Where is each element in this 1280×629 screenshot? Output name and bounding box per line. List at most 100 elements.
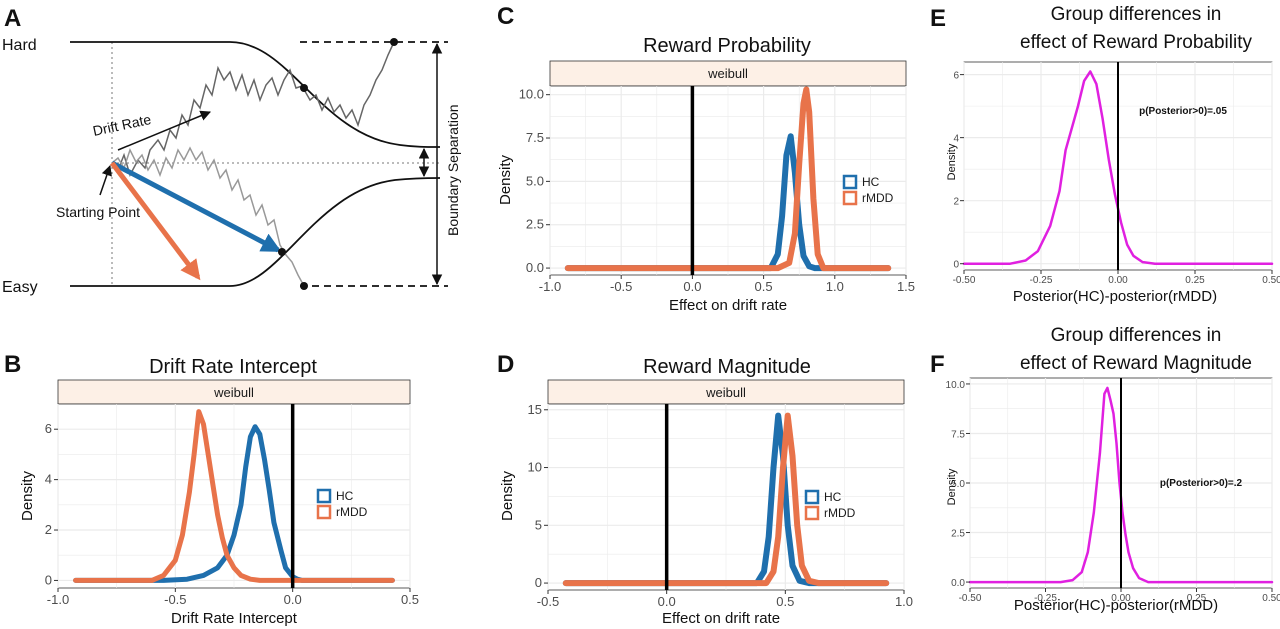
- y-tick-label: 4: [953, 134, 959, 145]
- chart-reward-probability: Reward Probability weibull -1.0 -0.5 0.0 0.…: [497, 35, 915, 314]
- y-tick-label: 6: [953, 71, 959, 82]
- series-line-rmdd: [564, 86, 892, 272]
- y-tick-label: 15: [528, 402, 542, 417]
- y-tick-label: 5.0: [951, 479, 965, 490]
- y-tick-label: 2.5: [526, 217, 544, 232]
- series-marks: [562, 404, 890, 590]
- x-tick-label: -1.0: [539, 279, 561, 294]
- posterior-annotation: p(Posterior>0)=.05: [1139, 106, 1227, 117]
- legend: HC rMDD: [842, 174, 894, 206]
- chart-title-line-1: Group differences in: [1051, 4, 1222, 25]
- x-tick-label: 0.50: [1262, 275, 1280, 286]
- y-tick-label: 2: [45, 522, 52, 537]
- y-axis-label: Density: [946, 143, 958, 180]
- hard-label: Hard: [2, 37, 37, 54]
- drift-rate-label: Drift Rate: [91, 111, 152, 139]
- drift-arrow-orange: [110, 161, 201, 281]
- y-tick-label: 10: [528, 460, 542, 475]
- facet-strip-label: weibull: [213, 385, 254, 400]
- x-tick-label: 0.00: [1108, 275, 1128, 286]
- easy-curve-hit-point: [278, 248, 286, 256]
- x-axis-label: Effect on drift rate: [669, 297, 787, 314]
- x-tick-label: 0.25: [1187, 593, 1207, 604]
- x-tick-label: -0.5: [537, 594, 559, 609]
- boundary-separation-label: Boundary Separation: [445, 104, 461, 236]
- legend-label-rmdd: rMDD: [824, 506, 856, 520]
- y-axis-label: Density: [19, 470, 36, 521]
- series-line-rmdd: [73, 409, 395, 583]
- y-tick-label: 10.0: [519, 87, 544, 102]
- x-axis: -0.5 0.0 0.5 1.0: [537, 590, 913, 609]
- drift-arrow-blue: [110, 160, 282, 253]
- x-axis: -0.50 -0.25 0.00 0.25 0.50: [953, 270, 1280, 286]
- easy-boundary-hit-point: [300, 282, 308, 290]
- hard-boundary-curve: [70, 41, 441, 148]
- y-axis: 0 2 4 6: [953, 71, 964, 271]
- panel-letter-b: B: [4, 351, 21, 378]
- x-axis-label: Effect on drift rate: [662, 610, 780, 627]
- y-tick-label: 0: [535, 575, 542, 590]
- x-axis-label: Posterior(HC)-posterior(rMDD): [1013, 288, 1217, 305]
- series-line-difference: [962, 70, 1274, 265]
- drift-rate-arrow: [117, 110, 211, 151]
- series-marks: [968, 378, 1274, 588]
- x-axis-label: Posterior(HC)-posterior(rMDD): [1014, 597, 1218, 614]
- panel-letter-d: D: [497, 351, 514, 378]
- series-marks: [564, 86, 892, 275]
- y-tick-label: 0.0: [951, 578, 965, 589]
- legend-label-rmdd: rMDD: [862, 191, 894, 205]
- series-line-hc: [562, 412, 890, 587]
- series-marks: [962, 62, 1274, 270]
- y-tick-label: 10.0: [946, 380, 966, 391]
- legend-swatch-rmdd: [316, 504, 332, 520]
- panel-letter-e: E: [930, 5, 946, 32]
- easy-boundary-curve: [70, 177, 441, 287]
- x-tick-label: -0.50: [953, 275, 976, 286]
- y-axis: 0.0 2.5 5.0 7.5 10.0: [946, 380, 970, 589]
- x-tick-label: 1.0: [826, 279, 844, 294]
- y-tick-label: 0: [45, 572, 52, 587]
- x-tick-label: 0.0: [284, 592, 302, 607]
- y-axis-label: Density: [946, 468, 958, 505]
- chart-reward-magnitude: Reward Magnitude weibull -0.5 0.0 0.5 1.0 0…: [499, 356, 913, 627]
- y-tick-label: 5.0: [526, 173, 544, 188]
- chart-drift-rate-intercept: Drift Rate Intercept weibull -1.0 -0.5 0.0…: [19, 356, 419, 627]
- x-tick-label: -0.25: [1030, 275, 1053, 286]
- hard-boundary-hit-point: [390, 38, 398, 46]
- facet-strip-label: weibull: [707, 66, 748, 81]
- x-tick-label: 1.0: [895, 594, 913, 609]
- legend-label-hc: HC: [824, 490, 842, 504]
- panel-letter-f: F: [930, 351, 945, 378]
- x-axis-label: Drift Rate Intercept: [171, 610, 298, 627]
- x-axis: -0.50 -0.25 0.00 0.25 0.50: [959, 588, 1280, 604]
- chart-title: Drift Rate Intercept: [149, 356, 317, 378]
- x-tick-label: 0.25: [1185, 275, 1205, 286]
- x-tick-label: -0.25: [1034, 593, 1057, 604]
- x-tick-label: 0.50: [1262, 593, 1280, 604]
- series-line-hc: [73, 424, 395, 583]
- y-tick-label: 0: [953, 260, 959, 271]
- x-axis: -1.0 -0.5 0.0 0.5 1.0 1.5: [539, 275, 915, 294]
- y-axis: 0.0 2.5 5.0 7.5 10.0: [519, 87, 550, 275]
- legend: HC rMDD: [804, 489, 856, 521]
- facet-strip-label: weibull: [705, 385, 746, 400]
- y-axis: 0 2 4 6: [45, 421, 58, 587]
- chart-group-diff-reward-magnitude: Group differences in effect of Reward Ma…: [946, 325, 1280, 614]
- hard-curve-hit-point: [300, 84, 308, 92]
- starting-point-arrow: [99, 165, 112, 196]
- y-tick-label: 2: [953, 197, 959, 208]
- legend-label-hc: HC: [336, 489, 354, 503]
- x-tick-label: 0.5: [401, 592, 419, 607]
- series-line-hc: [564, 133, 892, 272]
- y-tick-label: 7.5: [526, 130, 544, 145]
- easy-label: Easy: [2, 279, 38, 296]
- posterior-annotation: p(Posterior>0)=.2: [1160, 478, 1243, 489]
- legend-label-hc: HC: [862, 175, 880, 189]
- series-marks: [73, 404, 395, 588]
- chart-title: Reward Magnitude: [643, 356, 811, 378]
- legend-swatch-rmdd: [804, 505, 820, 521]
- y-tick-label: 0.0: [526, 260, 544, 275]
- chart-title-line-2: effect of Reward Magnitude: [1020, 353, 1252, 374]
- chart-title-line-2: effect of Reward Probability: [1020, 32, 1252, 53]
- x-axis: -1.0 -0.5 0.0 0.5: [47, 588, 419, 607]
